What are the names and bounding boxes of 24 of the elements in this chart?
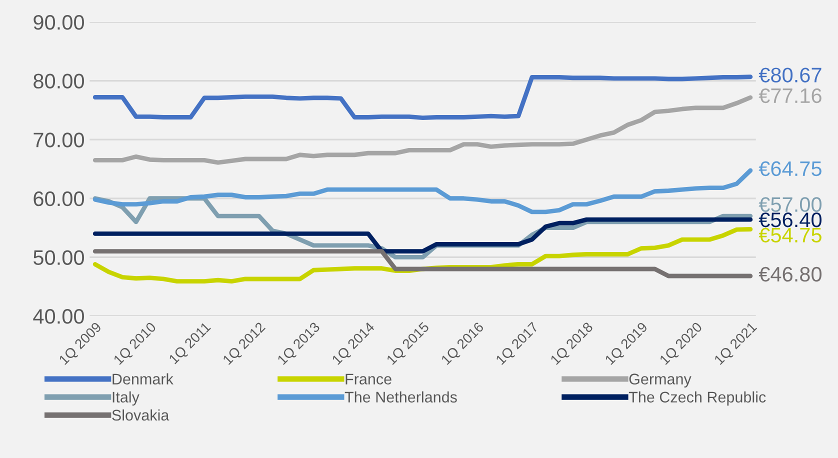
legend-label: Slovakia	[112, 409, 170, 421]
data-label: €64.75	[758, 161, 822, 176]
y-tick-label: 90.00	[34, 14, 84, 30]
data-label: €80.67	[758, 68, 822, 82]
line-series	[92, 95, 753, 165]
line-series	[92, 74, 753, 120]
data-label: €54.75	[758, 228, 822, 243]
y-tick-label: 70.00	[34, 132, 84, 148]
line-series	[92, 217, 753, 254]
legend-label: The Netherlands	[344, 391, 457, 403]
y-tick-label: 80.00	[34, 74, 84, 89]
line-series	[92, 168, 753, 214]
legend-label: Germany	[629, 374, 692, 388]
y-tick-label: 50.00	[34, 250, 84, 265]
data-label: €57.00	[758, 197, 822, 212]
legend-label: Denmark	[112, 373, 174, 384]
legend-label: France	[346, 374, 392, 384]
y-tick-label: 60.00	[34, 191, 84, 206]
legend-label: Italy	[112, 391, 140, 406]
data-label: €46.80	[758, 266, 822, 282]
data-label: €77.16	[758, 88, 822, 104]
legend-label: The Czech Republic	[628, 391, 766, 406]
y-tick-label: 40.00	[33, 309, 84, 324]
data-label: €56.40	[758, 212, 822, 228]
